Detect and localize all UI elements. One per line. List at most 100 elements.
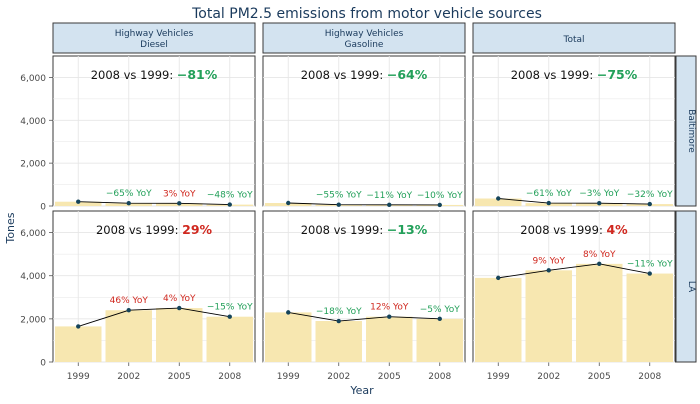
row-strip-label: Baltimore	[686, 109, 696, 153]
x-tick-label: 1999	[277, 372, 300, 382]
data-point	[496, 196, 501, 201]
yoy-label: 8% YoY	[583, 250, 616, 260]
data-point	[546, 268, 551, 273]
series-line	[78, 307, 230, 327]
y-tick-label: 6,000	[20, 229, 46, 239]
y-tick-label: 0	[40, 203, 46, 213]
series-line	[498, 198, 650, 205]
summary-prefix: 2008 vs 1999:	[301, 68, 387, 82]
bar	[626, 273, 673, 362]
bar	[156, 308, 203, 362]
data-point	[387, 202, 392, 208]
yoy-label: −48% YoY	[207, 191, 253, 201]
data-point	[177, 305, 182, 311]
data-point	[437, 316, 442, 322]
facet-panel: −55% YoY −11% YoY −10% YoY 2008 vs 1999: −6…	[262, 55, 466, 208]
data-point	[387, 314, 392, 319]
summary-prefix: 2008 vs 1999:	[91, 68, 177, 82]
yoy-label: −11% YoY	[627, 260, 673, 270]
summary-prefix: 2008 vs 1999:	[511, 68, 597, 82]
x-axis-title: Year	[349, 384, 374, 397]
yoy-label: −10% YoY	[417, 191, 463, 201]
summary-value: −75%	[597, 67, 638, 82]
panel-background	[262, 55, 466, 207]
chart-title: Total PM2.5 emissions from motor vehicle…	[191, 6, 542, 22]
column-strip	[262, 22, 466, 54]
yoy-label: −32% YoY	[627, 190, 673, 200]
series-line	[498, 263, 650, 279]
summary-annotation: 2008 vs 1999: 29%	[96, 222, 213, 237]
y-tick-label: 2,000	[20, 160, 46, 170]
yoy-label: 3% YoY	[163, 189, 196, 199]
data-point	[597, 201, 602, 206]
x-tick-label: 1999	[67, 372, 90, 382]
x-tick-label: 2002	[537, 372, 560, 382]
yoy-label: 9% YoY	[533, 256, 566, 266]
data-point	[126, 308, 131, 313]
data-point	[437, 202, 442, 208]
bar	[315, 321, 362, 362]
summary-annotation: 2008 vs 1999: 4%	[520, 222, 628, 237]
column-strip-label: Highway Vehicles	[325, 29, 404, 39]
summary-annotation: 2008 vs 1999: −13%	[301, 222, 428, 237]
row-strip-label: LA	[686, 281, 696, 293]
bar	[576, 263, 623, 362]
data-point	[336, 202, 341, 207]
x-tick-label: 2008	[218, 372, 241, 382]
row-strip	[675, 210, 697, 363]
summary-value: −64%	[387, 67, 428, 82]
bar	[475, 198, 522, 206]
y-axis-title: Tones	[4, 212, 17, 244]
yoy-label: −65% YoY	[106, 189, 152, 199]
summary-prefix: 2008 vs 1999:	[520, 223, 606, 237]
row-strip	[675, 55, 697, 207]
data-point	[76, 324, 81, 329]
facet-panel: 46% YoY 4% YoY −15% YoY 2008 vs 1999: 29%	[52, 210, 256, 363]
bar	[416, 318, 463, 362]
bar	[366, 316, 413, 362]
y-tick-label: 2,000	[20, 315, 46, 325]
data-point	[76, 199, 81, 204]
yoy-label: −55% YoY	[316, 191, 362, 201]
bar	[55, 326, 102, 362]
data-point	[546, 200, 551, 206]
summary-annotation: 2008 vs 1999: −75%	[511, 67, 638, 82]
series-line	[288, 311, 440, 322]
panel-background	[472, 55, 676, 207]
summary-prefix: 2008 vs 1999:	[301, 223, 387, 237]
data-point	[647, 201, 652, 207]
summary-value: 4%	[606, 222, 628, 237]
facet-panel: −18% YoY 12% YoY −5% YoY 2008 vs 1999: −13%	[262, 210, 466, 363]
data-point	[496, 275, 501, 281]
series-line	[78, 201, 230, 206]
panel-background	[52, 55, 256, 207]
yoy-label: −3% YoY	[579, 189, 619, 199]
bar	[525, 270, 572, 362]
column-strip-label: Gasoline	[345, 40, 384, 50]
x-tick-label: 2002	[117, 372, 140, 382]
facet-panel: 9% YoY 8% YoY −11% YoY 2008 vs 1999: 4%	[472, 210, 676, 363]
y-tick-label: 6,000	[20, 74, 46, 84]
yoy-label: 4% YoY	[163, 294, 196, 304]
x-tick-label: 2002	[327, 372, 350, 382]
x-tick-label: 2005	[588, 372, 611, 382]
data-point	[597, 261, 602, 267]
x-tick-label: 2005	[168, 372, 191, 382]
yoy-label: −5% YoY	[420, 305, 460, 315]
data-point	[286, 200, 291, 206]
data-point	[177, 201, 182, 206]
column-strip-label: Total	[562, 35, 584, 45]
column-strip	[472, 22, 676, 54]
y-tick-label: 0	[40, 359, 46, 369]
column-strip-label: Diesel	[140, 40, 168, 50]
yoy-label: −15% YoY	[207, 303, 253, 313]
column-strip	[52, 22, 256, 54]
summary-value: 29%	[182, 222, 212, 237]
facet-panel: −61% YoY −3% YoY −32% YoY 2008 vs 1999: −75…	[472, 55, 676, 207]
summary-prefix: 2008 vs 1999:	[96, 223, 182, 237]
yoy-label: −11% YoY	[366, 191, 412, 201]
yoy-label: −61% YoY	[526, 189, 572, 199]
bar	[105, 310, 152, 362]
